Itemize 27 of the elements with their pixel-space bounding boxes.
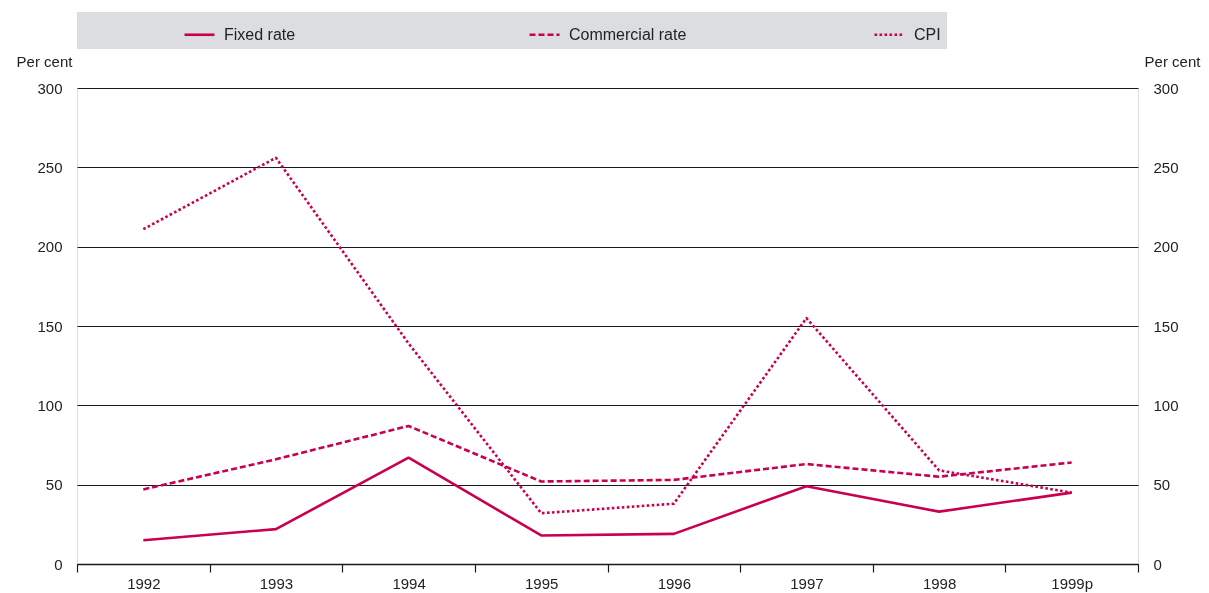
x-tick-label: 1995: [525, 574, 559, 592]
y2-axis-title: Per cent: [1144, 52, 1202, 70]
y-tick-label: 50: [45, 476, 63, 494]
y-axis-title: Per cent: [16, 52, 74, 70]
y2-tick-label: 200: [1153, 238, 1179, 256]
y-tick-label: 300: [37, 79, 63, 97]
y-tick-label: 0: [54, 555, 63, 573]
x-tick-label: 1999p: [1051, 574, 1094, 592]
y-tick-label: 250: [37, 158, 63, 176]
x-tick-label: 1992: [127, 574, 161, 592]
y-tick-label: 200: [37, 238, 63, 256]
y-tick-label: 100: [37, 396, 63, 414]
legend-label: CPI: [914, 25, 941, 43]
x-tick-label: 1994: [392, 574, 426, 592]
x-tick-label: 1993: [259, 574, 294, 592]
y2-tick-label: 300: [1153, 79, 1179, 97]
y2-tick-label: 50: [1153, 476, 1171, 494]
x-tick-label: 1998: [922, 574, 957, 592]
x-tick-label: 1996: [657, 574, 691, 592]
y2-tick-label: 0: [1153, 555, 1162, 573]
legend-label: Fixed rate: [224, 25, 296, 43]
y2-tick-label: 250: [1153, 158, 1179, 176]
y2-tick-label: 100: [1153, 396, 1179, 414]
y2-tick-label: 150: [1153, 317, 1179, 335]
x-tick-label: 1997: [790, 574, 824, 592]
legend-label: Commercial rate: [569, 25, 687, 43]
y-tick-label: 150: [37, 317, 63, 335]
